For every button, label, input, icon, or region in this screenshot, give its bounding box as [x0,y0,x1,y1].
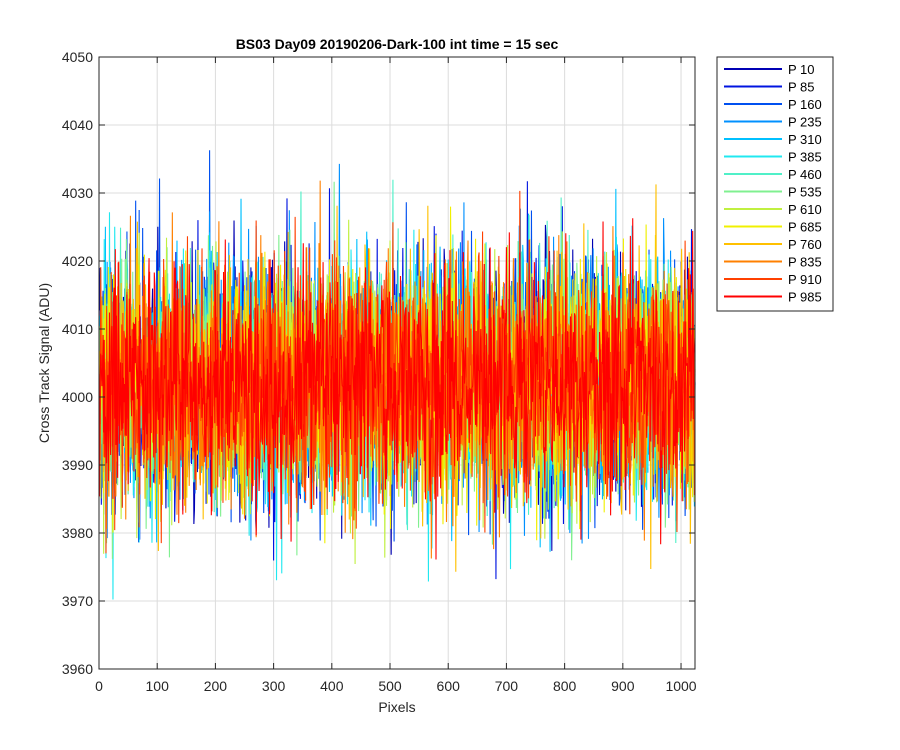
legend-label: P 985 [788,290,822,305]
series-line [99,218,696,560]
chart-title: BS03 Day09 20190206-Dark-100 int time = … [236,36,559,52]
y-tick-label: 3960 [62,661,93,677]
y-axis-label: Cross Track Signal (ADU) [36,283,52,443]
legend-label: P 835 [788,255,822,270]
legend-label: P 235 [788,115,822,130]
legend-label: P 85 [788,80,815,95]
y-tick-label: 4010 [62,321,93,337]
legend-label: P 910 [788,272,822,287]
x-tick-label: 300 [262,678,286,694]
y-tick-label: 4000 [62,389,93,405]
legend-label: P 10 [788,62,815,77]
y-tick-label: 4020 [62,253,93,269]
x-tick-label: 600 [437,678,461,694]
legend-box [716,56,834,312]
y-tick-label: 4050 [62,49,93,65]
x-tick-label: 0 [95,678,103,694]
legend-label: P 160 [788,97,822,112]
series-lines [99,150,696,600]
x-tick-label: 800 [553,678,577,694]
legend-label: P 385 [788,150,822,165]
legend-label: P 685 [788,220,822,235]
x-tick-label: 700 [495,678,519,694]
y-tick-label: 3990 [62,457,93,473]
x-tick-label: 1000 [665,678,696,694]
x-tick-label: 100 [146,678,170,694]
y-tick-label: 3970 [62,593,93,609]
x-tick-label: 900 [611,678,635,694]
plot-frame [98,56,696,670]
legend: P 10 P 85 P 160 P 235 P 310 P 385 P 460 P 535 P … [716,56,834,312]
y-tick-label: 4030 [62,185,93,201]
y-tick-label: 4040 [62,117,93,133]
axis-ticks [98,56,695,670]
x-tick-label: 200 [204,678,228,694]
legend-label: P 760 [788,237,822,252]
legend-label: P 610 [788,202,822,217]
legend-label: P 535 [788,185,822,200]
y-tick-label: 3980 [62,525,93,541]
axis-tick-labels: 0 100 200 300 400 500 600 700 800 900 1000 3960 3970… [62,49,697,694]
x-axis-label: Pixels [378,699,415,715]
legend-label: P 310 [788,132,822,147]
x-tick-label: 400 [320,678,344,694]
x-tick-label: 500 [378,678,402,694]
legend-label: P 460 [788,167,822,182]
